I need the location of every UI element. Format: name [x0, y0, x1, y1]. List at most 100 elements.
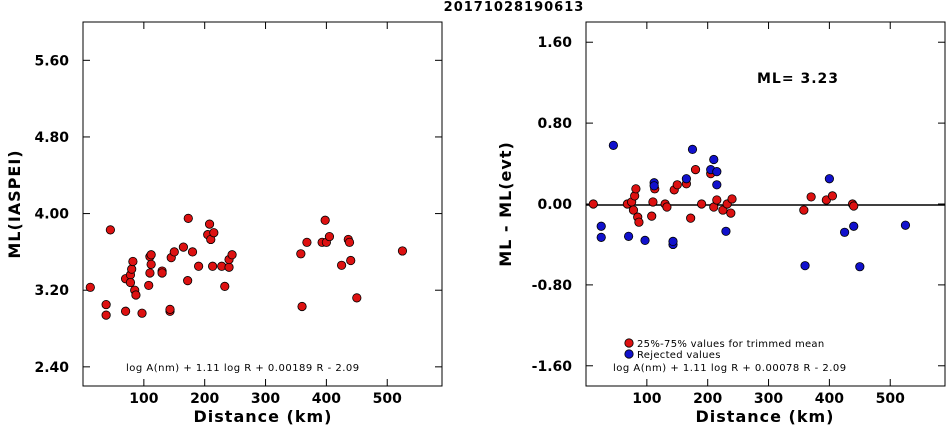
- data-point: [169, 247, 179, 257]
- right-data-points: [588, 140, 911, 272]
- y-tick-label: 0.00: [537, 197, 572, 213]
- y-tick-label: 0.80: [537, 116, 572, 132]
- data-point: [337, 260, 347, 270]
- data-point-rejected: [623, 231, 634, 241]
- left-formula: log A(nm) + 1.11 log R + 0.00189 R - 2.0…: [126, 363, 360, 374]
- left-y-axis-label: ML(IASPEI): [5, 149, 24, 258]
- data-point: [187, 247, 198, 257]
- data-point-rejected: [687, 144, 698, 154]
- data-point-rejected: [640, 235, 650, 245]
- chart-title: 20171028190613: [444, 0, 585, 15]
- x-tick-label: 100: [632, 391, 661, 407]
- data-point: [146, 250, 156, 260]
- data-point-trimmed: [631, 184, 641, 194]
- data-point: [101, 299, 111, 310]
- legend-label-trimmed: 25%-75% values for trimmed mean: [637, 339, 825, 350]
- right-formula: log A(nm) + 1.11 log R + 0.00078 R - 2.0…: [613, 363, 847, 374]
- data-point: [125, 277, 136, 288]
- x-tick-label: 200: [190, 391, 219, 407]
- data-point-rejected: [608, 140, 618, 150]
- data-point-trimmed: [712, 195, 722, 205]
- data-point-rejected: [596, 221, 606, 231]
- data-point-trimmed: [647, 211, 657, 221]
- x-tick-label: 300: [754, 391, 783, 407]
- x-tick-label: 500: [876, 391, 905, 407]
- data-point: [227, 250, 237, 260]
- data-point-rejected: [709, 154, 719, 165]
- data-point-rejected: [721, 226, 731, 236]
- legend: 25%-75% values for trimmed mean Rejected…: [624, 338, 825, 361]
- data-point: [346, 255, 356, 266]
- data-point-rejected: [668, 236, 678, 247]
- data-point: [320, 215, 330, 225]
- data-point-rejected: [681, 174, 691, 184]
- data-point: [120, 306, 131, 316]
- right-x-axis-label: Distance (km): [696, 407, 835, 426]
- data-point-rejected: [649, 181, 659, 191]
- x-tick-label: 500: [373, 391, 402, 407]
- data-point: [302, 237, 312, 247]
- data-point-trimmed: [697, 199, 707, 209]
- data-point-trimmed: [827, 191, 838, 201]
- data-point-rejected: [712, 180, 722, 190]
- data-point-rejected: [900, 220, 911, 230]
- left-data-points: [85, 213, 408, 320]
- right-x-axis: 100 200 300 400 500: [632, 22, 905, 407]
- data-point: [297, 301, 307, 312]
- left-plot: 2.40 3.20 4.00 4.80 5.60 100 200 300 400 500 log…: [5, 21, 443, 426]
- data-point: [146, 259, 156, 269]
- data-point: [324, 231, 335, 242]
- data-point: [220, 281, 230, 291]
- data-point: [145, 268, 155, 278]
- data-point: [131, 290, 141, 300]
- data-point-rejected: [596, 232, 606, 242]
- left-y-axis: 2.40 3.20 4.00 4.80 5.60: [34, 53, 442, 376]
- left-x-axis-label: Distance (km): [194, 407, 333, 426]
- x-tick-label: 400: [815, 391, 844, 407]
- data-point: [204, 219, 215, 229]
- data-point-trimmed: [672, 180, 682, 190]
- y-tick-label: -1.60: [532, 359, 573, 375]
- data-point: [85, 282, 95, 292]
- data-point: [137, 308, 147, 318]
- data-point-trimmed: [662, 202, 672, 212]
- data-point-trimmed: [648, 197, 658, 207]
- left-plot-frame: [82, 21, 443, 387]
- data-point: [128, 256, 138, 267]
- data-point: [344, 237, 355, 247]
- data-point: [165, 304, 175, 314]
- legend-marker-rejected: [624, 349, 634, 359]
- right-y-axis: -1.60 -0.80 0.00 0.80 1.60: [532, 35, 945, 375]
- data-point: [101, 310, 111, 320]
- data-point-trimmed: [799, 205, 809, 215]
- y-tick-label: 1.60: [537, 35, 572, 51]
- x-tick-label: 200: [693, 391, 722, 407]
- data-point-trimmed: [727, 194, 737, 204]
- x-tick-label: 400: [312, 391, 341, 407]
- ml-value-annotation: ML= 3.23: [757, 71, 839, 87]
- data-point-rejected: [712, 167, 722, 177]
- right-y-axis-label: ML - ML(evt): [496, 141, 515, 267]
- data-point: [183, 276, 193, 286]
- data-point: [178, 242, 188, 252]
- data-point-rejected: [855, 262, 865, 272]
- data-point-rejected: [840, 227, 850, 237]
- left-x-axis: 100 200 300 400 500: [129, 22, 402, 407]
- y-tick-label: -0.80: [532, 278, 573, 294]
- right-plot: -1.60 -0.80 0.00 0.80 1.60 100 200 300 400 500 M…: [496, 21, 946, 426]
- data-point: [296, 249, 306, 259]
- data-point-trimmed: [634, 217, 644, 227]
- data-point-rejected: [824, 174, 834, 184]
- data-point: [194, 261, 204, 271]
- x-tick-label: 100: [129, 391, 158, 407]
- legend-marker-trimmed: [624, 338, 634, 348]
- y-tick-label: 3.20: [34, 283, 69, 299]
- data-point-trimmed: [588, 199, 598, 209]
- data-point: [397, 246, 408, 256]
- data-point-trimmed: [726, 208, 736, 218]
- data-point-trimmed: [628, 205, 639, 215]
- data-point-rejected: [800, 261, 810, 271]
- y-tick-label: 4.80: [34, 130, 69, 146]
- data-point-trimmed: [686, 213, 696, 223]
